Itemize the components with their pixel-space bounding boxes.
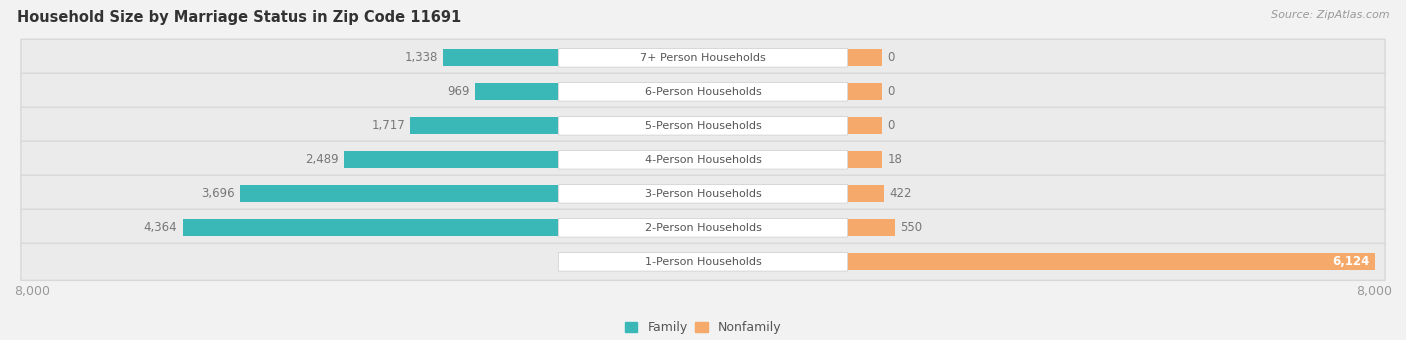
Text: 2,489: 2,489	[305, 153, 339, 166]
FancyBboxPatch shape	[21, 175, 1385, 212]
Bar	[475, 83, 558, 100]
Text: 3,696: 3,696	[201, 187, 235, 200]
FancyBboxPatch shape	[21, 39, 1385, 76]
FancyBboxPatch shape	[21, 209, 1385, 246]
Text: 1,338: 1,338	[404, 51, 437, 64]
Text: 8,000: 8,000	[14, 285, 51, 298]
Text: 4-Person Households: 4-Person Households	[644, 155, 762, 165]
Text: 550: 550	[901, 221, 922, 234]
FancyBboxPatch shape	[21, 243, 1385, 280]
Bar	[411, 117, 558, 134]
Bar	[848, 219, 896, 236]
Text: 2-Person Households: 2-Person Households	[644, 223, 762, 233]
Bar	[848, 185, 884, 202]
Text: 3-Person Households: 3-Person Households	[644, 189, 762, 199]
Bar	[848, 117, 882, 134]
FancyBboxPatch shape	[558, 117, 848, 135]
Bar	[443, 49, 558, 66]
FancyBboxPatch shape	[558, 185, 848, 203]
Bar	[848, 253, 1375, 270]
Text: Source: ZipAtlas.com: Source: ZipAtlas.com	[1271, 10, 1389, 20]
FancyBboxPatch shape	[558, 49, 848, 67]
Bar	[848, 83, 882, 100]
Bar	[848, 49, 882, 66]
Text: 1-Person Households: 1-Person Households	[644, 257, 762, 267]
Text: 969: 969	[447, 85, 470, 98]
Text: 5-Person Households: 5-Person Households	[644, 121, 762, 131]
FancyBboxPatch shape	[21, 73, 1385, 110]
Bar	[344, 151, 558, 168]
Text: 0: 0	[887, 51, 896, 64]
FancyBboxPatch shape	[21, 107, 1385, 144]
Text: 1,717: 1,717	[371, 119, 405, 132]
FancyBboxPatch shape	[558, 219, 848, 237]
Bar	[240, 185, 558, 202]
FancyBboxPatch shape	[558, 253, 848, 271]
Text: 422: 422	[890, 187, 912, 200]
Bar	[183, 219, 558, 236]
Text: 6-Person Households: 6-Person Households	[644, 87, 762, 97]
FancyBboxPatch shape	[558, 151, 848, 169]
Text: 6,124: 6,124	[1331, 255, 1369, 268]
Text: 8,000: 8,000	[1355, 285, 1392, 298]
Bar	[848, 151, 882, 168]
Text: Household Size by Marriage Status in Zip Code 11691: Household Size by Marriage Status in Zip…	[17, 10, 461, 25]
Text: 4,364: 4,364	[143, 221, 177, 234]
Text: 0: 0	[887, 85, 896, 98]
Legend: Family, Nonfamily: Family, Nonfamily	[620, 316, 786, 339]
Text: 7+ Person Households: 7+ Person Households	[640, 53, 766, 63]
Text: 18: 18	[887, 153, 903, 166]
FancyBboxPatch shape	[21, 141, 1385, 178]
FancyBboxPatch shape	[558, 83, 848, 101]
Text: 0: 0	[887, 119, 896, 132]
